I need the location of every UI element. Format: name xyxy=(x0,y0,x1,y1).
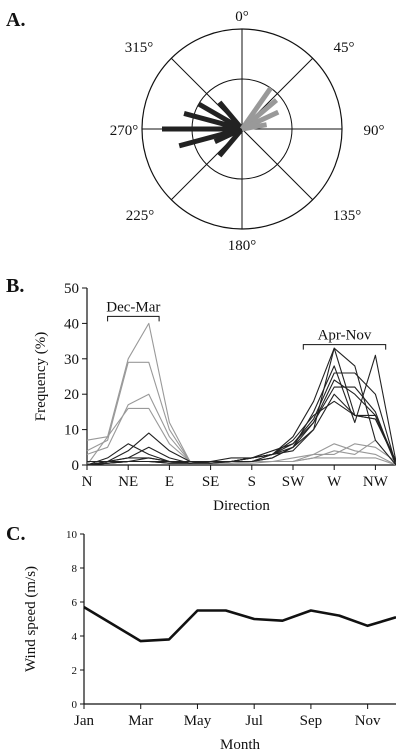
wind-speed-chart: 0 2 4 6 8 10 Jan Mar May Jul Sep Nov Month Wind speed… xyxy=(23,529,396,753)
annotation-bracket xyxy=(302,344,387,350)
series-line xyxy=(87,379,396,464)
rose-angle-label: 45° xyxy=(334,40,355,56)
rose-petal xyxy=(217,100,244,131)
y-axis-title: Frequency (%) xyxy=(33,332,49,422)
x-tick-label: NW xyxy=(363,474,389,490)
x-axis-title: Direction xyxy=(213,498,270,514)
wind-speed-line xyxy=(83,605,396,643)
y-tick-label: 30 xyxy=(64,352,79,368)
rose-petal xyxy=(197,101,244,132)
x-tick-label: Nov xyxy=(355,713,381,729)
y-tick-label: 4 xyxy=(72,631,78,643)
series-line xyxy=(86,347,396,466)
y-tick-label: 20 xyxy=(64,387,79,403)
x-tick-label: E xyxy=(165,474,174,490)
x-tick-label: Jul xyxy=(245,713,263,729)
rose-angle-label: 135° xyxy=(333,208,362,224)
x-tick-label: W xyxy=(327,474,342,490)
annotation-label: Apr-Nov xyxy=(318,328,372,344)
x-tick-label: May xyxy=(184,713,212,729)
panel-c-label: C. xyxy=(6,523,25,545)
y-tick-label: 40 xyxy=(64,316,79,332)
y-axis-title: Wind speed (m/s) xyxy=(23,566,39,672)
rose-petal xyxy=(183,111,243,132)
y-tick-label: 0 xyxy=(72,458,80,474)
y-tick-label: 6 xyxy=(72,597,78,609)
x-tick-label: NE xyxy=(118,474,138,490)
rose-diagram: 0° 45° 90° 135° 180° 225° 270° 315° xyxy=(110,9,385,254)
annotation-bracket xyxy=(107,315,160,322)
rose-angle-label: 180° xyxy=(228,238,257,254)
x-tick-label: N xyxy=(82,474,93,490)
rose-angle-label: 90° xyxy=(364,123,385,139)
x-tick-label: Jan xyxy=(74,713,94,729)
x-tick-label: Mar xyxy=(128,713,153,729)
rose-angle-label: 0° xyxy=(235,9,249,25)
y-tick-label: 2 xyxy=(72,665,78,677)
series-line xyxy=(86,347,396,466)
rose-angle-label: 315° xyxy=(125,40,154,56)
x-tick-label: Sep xyxy=(300,713,323,729)
x-tick-label: SE xyxy=(202,474,220,490)
y-tick-label: 0 xyxy=(72,699,78,711)
y-tick-label: 8 xyxy=(72,563,78,575)
rose-petal xyxy=(178,126,243,149)
y-tick-label: 10 xyxy=(64,423,79,439)
x-tick-label: SW xyxy=(282,474,305,490)
panel-b-label: B. xyxy=(6,275,24,297)
rose-spoke xyxy=(241,128,314,201)
series-line xyxy=(86,400,396,466)
rose-angle-label: 270° xyxy=(110,123,139,139)
series-line xyxy=(86,407,396,466)
rose-petal xyxy=(241,122,268,132)
series-line xyxy=(86,361,396,464)
panel-a-label: A. xyxy=(6,9,25,31)
series-line xyxy=(86,393,396,466)
y-tick-label: 10 xyxy=(66,529,78,541)
y-tick-label: 50 xyxy=(64,281,79,297)
x-axis-title: Month xyxy=(220,737,261,753)
annotation-label: Dec-Mar xyxy=(106,299,160,315)
rose-angle-label: 225° xyxy=(126,208,155,224)
direction-frequency-chart: 0 10 20 30 40 50 N NE E SE S SW W NW Direction Frequenc… xyxy=(33,281,396,514)
x-tick-label: S xyxy=(248,474,256,490)
series-line xyxy=(86,393,396,466)
